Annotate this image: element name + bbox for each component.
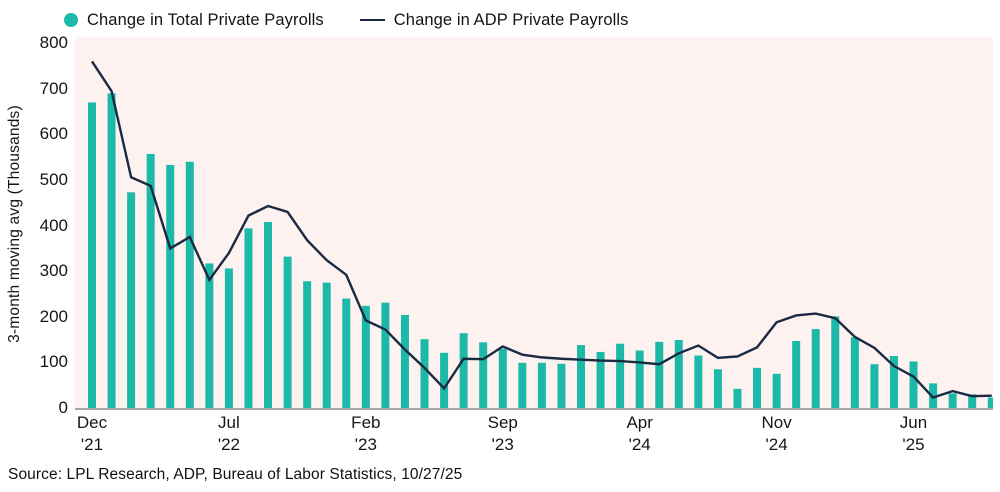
bar-sep-23 [498,348,507,408]
bar-jun-23 [440,352,449,408]
bar-may-23 [420,339,429,408]
y-tick-100: 100 [39,352,68,372]
bar-sep-25 [968,394,977,408]
bar-feb-22 [127,192,136,408]
plot-panel [75,37,993,410]
payrolls-bar-line-chart [88,60,993,408]
bar-jul-22 [224,268,233,408]
bar-dec-23 [557,363,566,408]
y-tick-300: 300 [39,261,68,281]
bar-oct-24 [753,367,762,408]
adp-payrolls-line [90,60,992,399]
y-tick-600: 600 [39,124,68,144]
bar-may-24 [655,341,664,408]
bar-aug-25 [948,393,957,408]
y-tick-500: 500 [39,170,68,189]
bar-sep-22 [264,221,273,408]
bar-oct-25 [987,397,993,408]
bar-aug-23 [479,342,488,408]
bar-oct-23 [518,362,527,408]
bar-may-22 [185,161,194,408]
bar-may-25 [889,356,898,408]
x-tick-sep-23: Sep '23 [487,413,518,454]
bar-mar-24 [616,343,625,408]
legend-item-total-payrolls: Change in Total Private Payrolls [64,11,324,30]
bar-mar-25 [850,337,859,408]
bar-dec-22 [322,282,331,408]
legend: Change in Total Private Payrolls Change … [64,7,629,33]
bar-sep-24 [733,388,742,408]
legend-label-adp-payrolls: Change in ADP Private Payrolls [393,10,629,29]
bar-nov-23 [537,362,546,408]
bar-dec-24 [792,340,801,408]
bar-aug-22 [244,228,253,408]
bar-apr-23 [400,314,409,408]
x-tick-jul-22: Jul '22 [217,413,240,454]
bar-jul-24 [694,355,703,408]
x-tick-jun-25: Jun '25 [899,413,928,454]
bar-jul-25 [929,383,938,408]
legend-label-total-payrolls: Change in Total Private Payrolls [87,10,324,29]
bar-jun-24 [674,340,683,408]
navy-line-icon [359,19,385,21]
y-tick-800: 800 [39,33,68,53]
bar-mar-23 [381,302,390,408]
legend-item-adp-payrolls: Change in ADP Private Payrolls [359,10,629,30]
bar-apr-22 [166,164,175,408]
bar-jan-23 [342,298,351,408]
bar-nov-24 [772,373,781,408]
bar-jan-24 [577,345,585,408]
bar-jun-25 [909,361,918,408]
bar-jul-23 [459,333,468,408]
bar-aug-24 [713,369,722,408]
y-tick-400: 400 [39,215,68,235]
bar-feb-25 [831,316,840,408]
bar-apr-25 [870,364,879,408]
bar-jan-22 [107,93,116,408]
bar-feb-24 [596,351,605,408]
x-tick-dec-21: Dec '21 [76,413,108,454]
bar-oct-22 [283,256,292,408]
y-tick-0: 0 [58,398,68,417]
teal-dot-icon [64,13,78,27]
bar-feb-23 [361,305,370,408]
bar-nov-22 [303,281,312,408]
bar-jan-25 [811,329,820,408]
bar-apr-24 [635,350,644,408]
bar-jun-22 [205,263,214,408]
x-tick-feb-23: Feb '23 [351,413,381,454]
x-tick-nov-24: Nov '24 [761,413,792,454]
bar-dec-21 [88,102,96,408]
x-tick-apr-24: Apr '24 [626,413,653,454]
y-tick-200: 200 [39,306,68,326]
y-tick-700: 700 [39,78,68,98]
bar-mar-22 [146,154,155,408]
source-note: Source: LPL Research, ADP, Bureau of Lab… [8,466,463,483]
